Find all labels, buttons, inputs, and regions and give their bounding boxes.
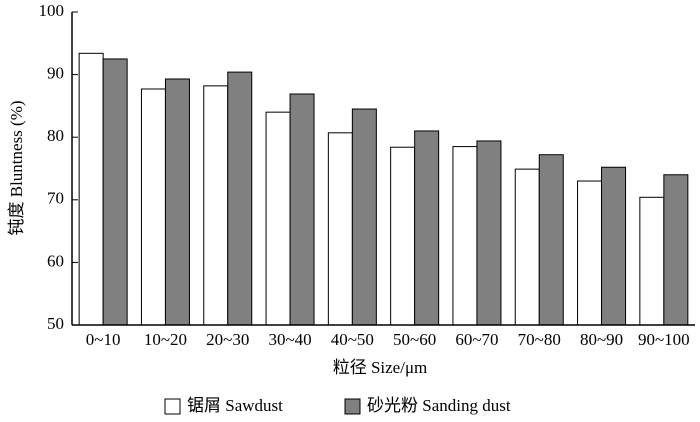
bar — [577, 180, 603, 326]
bar — [227, 71, 253, 326]
x-axis-label: 粒径 Size/μm — [333, 358, 428, 377]
legend-swatch — [344, 398, 361, 415]
x-tick-label: 40~50 — [331, 330, 374, 349]
x-tick-label: 0~10 — [86, 330, 121, 349]
bar — [452, 146, 478, 326]
y-axis-label: 钝度 Bluntness (%) — [7, 100, 26, 235]
x-tick-label: 10~20 — [144, 330, 187, 349]
x-tick-label: 50~60 — [393, 330, 436, 349]
x-tick-label: 30~40 — [268, 330, 311, 349]
legend-swatch — [164, 398, 181, 415]
bar — [203, 85, 229, 326]
y-tick-label: 80 — [47, 126, 64, 145]
y-tick-label: 90 — [47, 64, 64, 83]
bar — [289, 93, 315, 326]
x-tick-label: 90~100 — [638, 330, 690, 349]
y-tick-label: 100 — [39, 1, 65, 20]
bar — [663, 174, 689, 326]
bar — [514, 168, 540, 326]
bar — [414, 130, 440, 326]
bar — [164, 78, 190, 326]
legend-label: 锯屑 Sawdust — [187, 396, 283, 415]
x-tick-label: 20~30 — [206, 330, 249, 349]
bar — [476, 140, 502, 326]
x-tick-label: 80~90 — [580, 330, 623, 349]
bar — [140, 88, 166, 326]
bar — [601, 166, 627, 326]
x-tick-label: 60~70 — [455, 330, 498, 349]
bar — [639, 196, 665, 326]
bar — [102, 58, 128, 326]
legend-label: 砂光粉 Sanding dust — [367, 396, 511, 415]
y-tick-label: 70 — [47, 189, 64, 208]
bar — [538, 154, 564, 326]
bar — [351, 108, 377, 326]
bar — [265, 111, 291, 326]
x-tick-label: 70~80 — [518, 330, 561, 349]
bar — [390, 146, 416, 326]
bar — [78, 52, 104, 326]
bar — [327, 132, 353, 326]
y-tick-label: 60 — [47, 251, 64, 270]
y-tick-label: 50 — [47, 314, 64, 333]
